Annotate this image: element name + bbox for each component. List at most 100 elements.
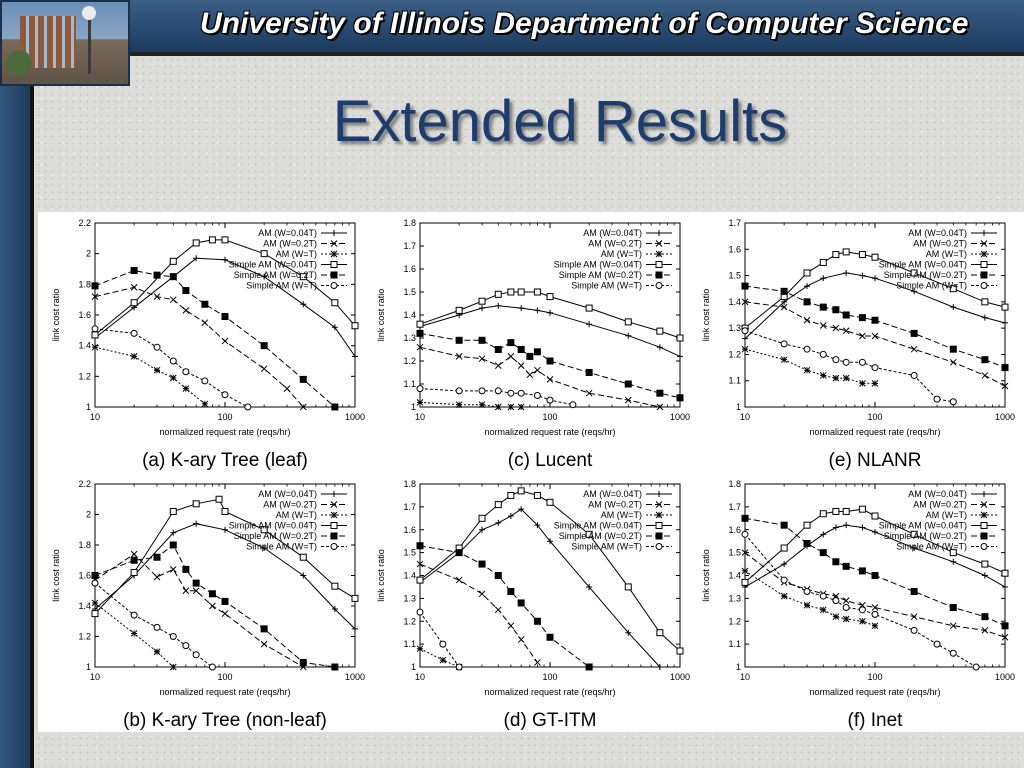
legend-label: Simple AM (W=0.2T) — [884, 270, 967, 280]
y-axis-label: link cost ratio — [376, 289, 386, 342]
marker-star — [478, 401, 486, 409]
marker-plus — [261, 545, 268, 552]
marker-plus — [222, 256, 228, 263]
marker-plus — [950, 304, 957, 311]
marker-circle — [221, 391, 229, 399]
marker-star — [169, 374, 177, 382]
marker-circle — [972, 663, 980, 671]
series-line — [91, 495, 359, 618]
x-axis-label: normalized request rate (reqs/hr) — [484, 427, 615, 437]
x-tick-label: 100 — [542, 412, 557, 422]
marker-cross — [780, 303, 788, 311]
legend-entry: Simple AM (W=0.2T) — [559, 270, 672, 280]
legend-entry: AM (W=0.2T) — [913, 500, 997, 510]
chart-5: 1 1.1 1.2 1.3 1.4 1.5 1.6 1.7 1.8 10 100 1000 normal… — [376, 479, 690, 731]
marker-square — [455, 306, 463, 314]
series-path — [94, 328, 249, 408]
marker-square — [624, 583, 632, 591]
marker-filled-square — [676, 394, 684, 402]
marker-filled-square — [153, 553, 161, 561]
marker-star — [416, 645, 424, 653]
marker-filled-square — [169, 273, 177, 281]
marker-circle — [842, 358, 850, 366]
y-axis-label: link cost ratio — [51, 289, 61, 342]
marker-circle — [780, 340, 788, 348]
marker-square — [351, 594, 359, 602]
series-path — [744, 570, 876, 627]
marker-filled-square — [91, 572, 99, 579]
x-tick-label: 100 — [217, 672, 232, 682]
marker-cross — [534, 659, 541, 666]
marker-filled-square — [169, 541, 177, 549]
legend-label: AM (W=0.04T) — [258, 489, 317, 499]
marker-filled-square — [832, 558, 840, 566]
marker-plus — [820, 275, 827, 282]
marker-filled-square — [478, 560, 486, 568]
marker-square — [478, 297, 486, 305]
x-axis-label: normalized request rate (reqs/hr) — [484, 687, 615, 697]
marker-filled-square — [478, 336, 486, 344]
marker-square — [260, 250, 268, 258]
marker-filled-square — [832, 306, 840, 314]
marker-plus — [1002, 319, 1008, 326]
marker-square — [330, 522, 338, 529]
marker-cross — [656, 403, 664, 411]
series-path — [94, 498, 356, 614]
marker-square — [130, 568, 138, 576]
legend-entry: AM (W=0.2T) — [263, 500, 347, 510]
series-line — [416, 608, 463, 671]
marker-filled-square — [949, 345, 957, 353]
marker-filled-square — [192, 579, 200, 587]
marker-star — [494, 403, 502, 411]
marker-filled-square — [656, 389, 664, 397]
legend-label: AM (W=0.2T) — [263, 239, 317, 249]
marker-cross — [546, 376, 554, 383]
marker-circle — [819, 592, 827, 600]
marker-plus — [859, 524, 866, 531]
marker-cross — [130, 550, 138, 558]
series-path — [94, 286, 304, 408]
marker-square — [655, 261, 663, 268]
marker-cross — [507, 353, 515, 360]
marker-filled-square — [91, 282, 99, 290]
marker-filled-square — [517, 346, 525, 353]
marker-square — [533, 288, 541, 296]
y-tick-label: 1.1 — [728, 376, 741, 386]
legend-label: AM (W=T) — [601, 249, 642, 259]
marker-cross — [221, 610, 229, 617]
marker-square — [676, 647, 684, 655]
legend-label: Simple AM (W=0.2T) — [884, 531, 967, 541]
x-tick-label: 10 — [90, 672, 100, 682]
y-tick-label: 1.2 — [403, 616, 416, 626]
chart-3: 1 1.1 1.2 1.3 1.4 1.5 1.6 1.7 10 100 1000 normalize… — [701, 218, 1015, 471]
marker-filled-square — [330, 271, 338, 279]
marker-cross — [455, 353, 463, 360]
marker-plus — [872, 529, 878, 536]
marker-filled-square — [546, 633, 554, 641]
legend-entry: AM (W=0.04T) — [908, 228, 997, 238]
marker-square — [91, 331, 99, 339]
y-tick-label: 1.8 — [728, 479, 741, 489]
marker-cross — [981, 627, 989, 634]
marker-square — [507, 288, 515, 296]
marker-filled-square — [655, 271, 663, 279]
marker-star — [130, 630, 138, 637]
marker-star — [842, 374, 850, 382]
marker-plus — [495, 302, 502, 309]
series-line — [741, 345, 879, 387]
marker-circle — [416, 385, 424, 393]
marker-circle — [130, 611, 138, 619]
marker-circle — [741, 327, 749, 335]
y-tick-label: 1.4 — [728, 297, 741, 307]
marker-plus — [911, 545, 918, 552]
series-line — [741, 505, 1009, 586]
marker-star — [780, 592, 788, 600]
y-tick-label: 1.1 — [403, 639, 416, 649]
x-tick-label: 1000 — [995, 672, 1015, 682]
marker-cross — [585, 389, 593, 397]
marker-square — [331, 299, 339, 307]
marker-cross — [169, 566, 177, 573]
legend-label: AM (W=T) — [926, 510, 967, 520]
marker-circle — [439, 640, 447, 648]
